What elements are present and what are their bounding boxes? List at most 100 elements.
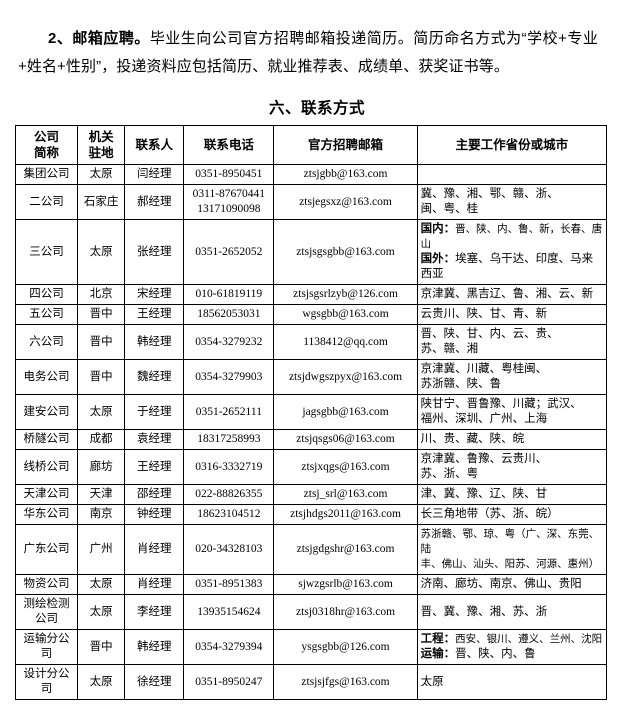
cell-region: 工程：西安、银川、遵义、兰州、沈阳 运输：晋、陕、内、鲁 xyxy=(416,629,608,665)
cell-phone[interactable]: 020-34328103 xyxy=(183,524,275,575)
table-row: 天津公司 天津 邵经理 022-88826355 ztsj_srl@163.com 津、冀… xyxy=(14,484,608,505)
region-line2: 苏浙赣、陕、鲁 xyxy=(420,378,502,390)
company-name: 二公司 xyxy=(29,195,64,208)
company-name: 运输分公司 xyxy=(23,633,70,660)
region-group-2-text: 埃塞、乌干达、印度、马来西亚 xyxy=(420,253,594,280)
cell-company: 物资公司 xyxy=(14,574,79,595)
cell-phone[interactable]: 010-61819119 xyxy=(183,284,275,305)
region-group-1-text: 晋、陕、内、鲁、新，长春、唐山 xyxy=(420,223,603,250)
column-header-phone: 联系电话 xyxy=(183,125,275,165)
cell-email[interactable]: ztsjdwgszpyx@163.com xyxy=(273,359,418,395)
cell-company: 设计分公司 xyxy=(14,664,79,700)
company-name: 建安公司 xyxy=(23,405,70,418)
cell-region: 济南、廊坊、南京、佛山、贵阳 xyxy=(416,574,608,595)
cell-phone[interactable]: 0316-3332719 xyxy=(183,449,275,485)
cell-phone[interactable]: 0354-3279394 xyxy=(183,629,275,665)
cell-phone[interactable]: 0351-2652111 xyxy=(183,394,275,430)
cell-contact-person: 邵经理 xyxy=(124,484,185,505)
cell-base: 天津 xyxy=(77,484,126,505)
cell-phone[interactable]: 0354-3279903 xyxy=(183,359,275,395)
region-line2: 苏、浙、粤 xyxy=(420,468,479,480)
region-group-1-label: 国内： xyxy=(420,223,456,235)
cell-company: 运输分公司 xyxy=(14,629,79,665)
column-header-company-line2: 简称 xyxy=(34,146,60,160)
column-header-base-line2: 驻地 xyxy=(88,146,114,160)
cell-email[interactable]: ztsjgdgshr@163.com xyxy=(273,524,418,575)
cell-email[interactable]: ztsjsgsrlzyb@126.com xyxy=(273,284,418,305)
cell-email[interactable]: ztsjsgsgbb@163.com xyxy=(273,219,418,285)
region-line1: 晋、冀、豫、湘、苏、浙 xyxy=(420,605,548,618)
cell-phone[interactable]: 18317258993 xyxy=(183,429,275,450)
company-name: 天津公司 xyxy=(23,488,70,500)
region-line1: 京津冀、黑吉辽、鲁、湘、云、新 xyxy=(420,288,594,300)
cell-phone[interactable]: 18562053031 xyxy=(183,304,275,325)
table-row: 电务公司 晋中 魏经理 0354-3279903 ztsjdwgszpyx@163.co… xyxy=(14,359,608,395)
cell-contact-person: 郝经理 xyxy=(124,184,185,220)
cell-base: 太原 xyxy=(77,664,126,700)
region-group-2-label: 运输： xyxy=(420,648,456,660)
region-line2: 苏、赣、湘 xyxy=(420,343,479,355)
cell-company: 二公司 xyxy=(14,184,79,220)
cell-email[interactable]: ztsjhdgs2011@163.com xyxy=(273,504,418,525)
cell-email[interactable]: sjwzgsrlb@163.com xyxy=(273,574,418,595)
cell-base: 晋中 xyxy=(77,359,126,395)
cell-phone[interactable]: 0311-87670441 13171090098 xyxy=(183,184,275,220)
cell-email[interactable]: ysgsgbb@126.com xyxy=(273,629,418,665)
cell-email[interactable]: ztsjqsgs06@163.com xyxy=(273,429,418,450)
region-group-2-label: 国外： xyxy=(420,253,456,265)
cell-email[interactable]: ztsjgbb@163.com xyxy=(273,164,418,185)
table-row: 建安公司 太原 于经理 0351-2652111 jagsgbb@163.com 陕甘宁、… xyxy=(14,394,608,430)
section-heading: 六、联系方式 xyxy=(268,100,365,117)
region-line1: 济南、廊坊、南京、佛山、贵阳 xyxy=(420,578,582,590)
cell-phone[interactable]: 022-88826355 xyxy=(183,484,275,505)
cell-base: 太原 xyxy=(77,394,126,430)
cell-region: 晋、冀、豫、湘、苏、浙 xyxy=(416,594,608,630)
table-row: 二公司 石家庄 郝经理 0311-87670441 13171090098 ztsjegs… xyxy=(14,184,608,220)
cell-region: 冀、豫、湘、鄂、赣、浙、 闽、粤、桂 xyxy=(416,184,608,220)
cell-phone[interactable]: 13935154624 xyxy=(183,594,275,630)
region-line1: 晋、陕、甘、内、云、贵、 xyxy=(420,328,559,340)
cell-contact-person: 肖经理 xyxy=(124,574,185,595)
cell-contact-person: 李经理 xyxy=(124,594,185,630)
company-name: 测绘检测 xyxy=(23,598,70,610)
cell-email[interactable]: ztsj_srl@163.com xyxy=(273,484,418,505)
cell-email[interactable]: 1138412@qq.com xyxy=(273,324,418,360)
cell-phone[interactable]: 0351-8950451 xyxy=(183,164,275,185)
cell-company: 六公司 xyxy=(14,324,79,360)
cell-region: 太原 xyxy=(416,664,608,700)
intro-lead-bold: 2、邮箱应聘。 xyxy=(48,30,150,47)
contacts-table-body: 集团公司 太原 闫经理 0351-8950451 ztsjgbb@163.com 二公司石… xyxy=(14,164,608,700)
cell-phone[interactable]: 0354-3279232 xyxy=(183,324,275,360)
cell-email[interactable]: wgsgbb@163.com xyxy=(273,304,418,325)
cell-email[interactable]: ztsjegsxz@163.com xyxy=(273,184,418,220)
region-line1: 津、冀、豫、辽、陕、甘 xyxy=(420,488,548,500)
cell-region: 长三角地带（苏、浙、皖） xyxy=(416,504,608,525)
cell-region: 国内：晋、陕、内、鲁、新，长春、唐山 国外：埃塞、乌干达、印度、马来西亚 xyxy=(416,219,608,285)
region-group-2: 国外：埃塞、乌干达、印度、马来西亚 xyxy=(421,252,603,282)
company-name: 四公司 xyxy=(29,288,64,300)
cell-email[interactable]: jagsgbb@163.com xyxy=(273,394,418,430)
table-row: 测绘检测 公司 太原 李经理 13935154624 ztsj0318hr@163.com… xyxy=(14,594,608,630)
cell-company: 五公司 xyxy=(14,304,79,325)
cell-email[interactable]: ztsj0318hr@163.com xyxy=(273,594,418,630)
cell-contact-person: 韩经理 xyxy=(124,324,185,360)
cell-phone[interactable]: 0351-8950247 xyxy=(183,664,275,700)
column-header-company-line1: 公司 xyxy=(34,130,60,144)
column-header-region: 主要工作省份或城市 xyxy=(416,125,608,165)
cell-phone[interactable]: 0351-2652052 xyxy=(183,219,275,285)
region-line1: 川、贵、藏、陕、皖 xyxy=(420,433,525,445)
cell-company: 华东公司 xyxy=(14,504,79,525)
phone-number-line2: 13171090098 xyxy=(197,203,261,215)
contacts-table-wrapper: 公司 简称 机关 驻地 联系人 联系电话 官方招聘邮箱 主要工作省份或城市 集团… xyxy=(0,125,620,700)
cell-email[interactable]: ztsjsjfgs@163.com xyxy=(273,664,418,700)
cell-base: 廊坊 xyxy=(77,449,126,485)
cell-phone[interactable]: 0351-8951383 xyxy=(183,574,275,595)
table-row: 五公司 晋中 王经理 18562053031 wgsgbb@163.com 云贵川、陕、甘… xyxy=(14,304,608,325)
cell-company: 电务公司 xyxy=(14,359,79,395)
cell-email[interactable]: ztsjxqgs@163.com xyxy=(273,449,418,485)
table-row: 广东公司 广州 肖经理 020-34328103 ztsjgdgshr@163.com 苏… xyxy=(14,524,608,575)
region-line2: 福州、深圳、广州、上海 xyxy=(420,413,548,425)
company-name: 华东公司 xyxy=(23,508,70,520)
cell-phone[interactable]: 18623104512 xyxy=(183,504,275,525)
company-name: 桥隧公司 xyxy=(23,433,70,445)
